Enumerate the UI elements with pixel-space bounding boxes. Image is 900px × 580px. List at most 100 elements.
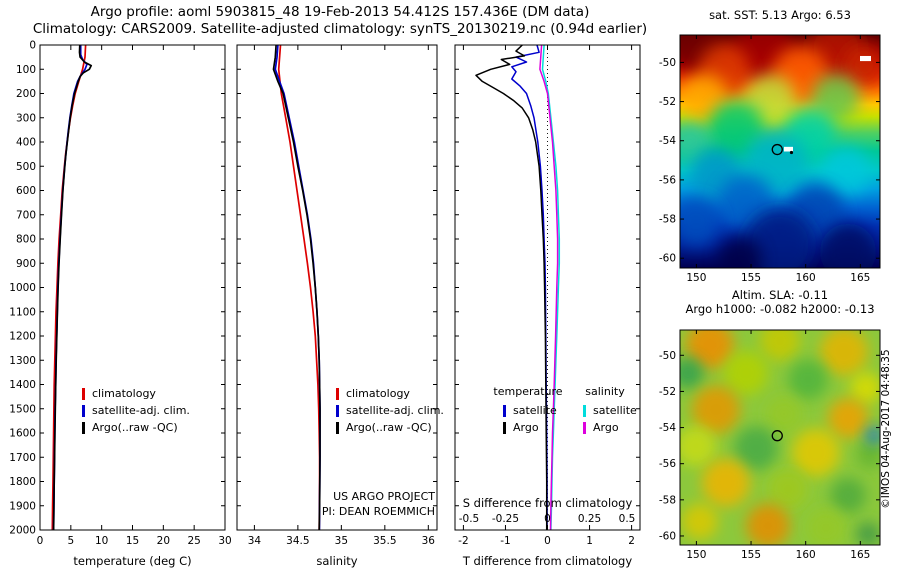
series-climatology [277,44,321,531]
map-y-tick-label: -58 [659,214,676,226]
difference-legend-temp-col: satellite Argo [503,402,557,436]
project-annotation-line1: US ARGO PROJECT [333,490,435,503]
x-tick-label: 1 [586,535,593,547]
float-position-marker [771,430,783,442]
depth-tick-label: 300 [16,112,36,124]
satellite-adj-line-swatch [82,404,85,417]
series-S-Argo [539,44,559,531]
x-tick-label: 20 [157,535,170,547]
s-diff-tick-label: -0.5 [459,513,480,525]
depth-tick-label: 1600 [9,428,36,440]
legend-label: climatology [346,387,410,400]
temperature-legend: climatology satellite-adj. clim. Argo(..… [82,385,190,436]
legend-label: satellite [513,404,557,417]
map-y-tick-label: -58 [659,494,676,506]
x-tick-label: 25 [187,535,200,547]
x-tick-label: 30 [218,535,231,547]
depth-tick-label: 1200 [9,331,36,343]
s-satellite-line-swatch [583,404,586,417]
map-y-tick-label: -52 [659,386,676,398]
series-Argo-raw-QC- [272,44,321,531]
difference-legend-temp-header: temperature [493,385,563,398]
series-T-satellite [511,44,548,530]
s-diff-tick-label: 0 [544,513,551,525]
project-annotation-line2: PI: DEAN ROEMMICH [321,505,435,518]
map-x-tick-label: 160 [796,549,816,561]
x-tick-label: -2 [458,535,468,547]
x-tick-label: 35.5 [373,535,396,547]
map-x-tick-label: 160 [796,272,816,284]
temperature_profile-frame [39,44,226,531]
series-T-Argo [475,44,548,530]
depth-tick-label: 100 [16,64,36,76]
legend-item-satellite-adj: satellite-adj. clim. [82,402,190,419]
difference-legend-sal-header: salinity [585,385,625,398]
x-tick-label: 2 [628,535,635,547]
legend-label: Argo [593,421,619,434]
depth-tick-label: 1100 [9,306,36,318]
sst_map-texture [680,35,880,268]
map-x-tick-label: 150 [686,272,706,284]
legend-item-s-argo: Argo [583,419,637,436]
map-x-tick-label: 155 [741,272,761,284]
map-y-tick-label: -54 [659,422,676,434]
depth-tick-label: 200 [16,88,36,100]
depth-tick-label: 800 [16,234,36,246]
difference-legend-sal-col: satellite Argo [583,402,637,436]
climatology-line-swatch [336,387,339,400]
s-difference-axis-label: S difference from climatology [462,496,633,510]
satellite-adj-line-swatch [336,404,339,417]
climatology-line-swatch [82,387,85,400]
t-difference-axis-label: T difference from climatology [462,554,633,568]
s-diff-tick-label: 0.5 [619,513,636,525]
x-tick-label: 35 [335,535,348,547]
float-position-marker [771,143,783,156]
cloud-patch [784,146,793,152]
legend-item-s-satellite: satellite [583,402,637,419]
cloud-patch [860,55,871,62]
x-tick-label: 5 [67,535,74,547]
legend-item-t-argo: Argo [503,419,557,436]
legend-item-argo: Argo(..raw -QC) [336,419,444,436]
sla-map-title-line1: Altim. SLA: -0.11 [731,288,829,302]
x-tick-label: -1 [500,535,510,547]
temperature-axis-label: temperature (deg C) [73,554,192,568]
legend-label: Argo [513,421,539,434]
t-argo-line-swatch [503,421,506,434]
depth-tick-label: 500 [16,161,36,173]
x-tick-label: 10 [95,535,108,547]
map-y-tick-label: -60 [659,530,676,542]
map-x-tick-label: 165 [850,272,870,284]
imos-watermark: ©IMOS 04-Aug-2017 04:48:35 [880,349,892,509]
map-y-tick-label: -56 [659,174,676,186]
legend-label: climatology [92,387,156,400]
depth-tick-label: 0 [29,40,36,52]
float-dot-marker [789,150,794,155]
map-x-tick-label: 165 [850,549,870,561]
s-diff-tick-label: 0.25 [578,513,601,525]
x-tick-label: 36 [422,535,436,547]
legend-label: Argo(..raw -QC) [346,421,432,434]
legend-label: satellite-adj. clim. [92,404,190,417]
depth-tick-label: 1900 [9,500,36,512]
legend-label: Argo(..raw -QC) [92,421,178,434]
x-tick-label: 34.5 [286,535,309,547]
s-argo-line-swatch [583,421,586,434]
sst_map-frame [679,34,881,269]
x-tick-label: 15 [126,535,139,547]
figure-title-line2: Climatology: CARS2009. Satellite-adjuste… [32,21,648,37]
depth-tick-label: 600 [16,185,36,197]
depth-tick-label: 900 [16,258,36,270]
series-Argo-raw-QC- [52,44,93,531]
s-diff-tick-label: -0.25 [492,513,519,525]
sla-map-title-line2: Argo h1000: -0.082 h2000: -0.13 [685,302,875,316]
map-y-tick-label: -50 [659,57,676,69]
argo-line-swatch [336,421,339,434]
depth-tick-label: 1000 [9,282,36,294]
depth-tick-label: 1300 [9,355,36,367]
sla_map-frame [679,329,881,546]
series-satellite-adj-clim- [274,44,321,531]
t-satellite-line-swatch [503,404,506,417]
